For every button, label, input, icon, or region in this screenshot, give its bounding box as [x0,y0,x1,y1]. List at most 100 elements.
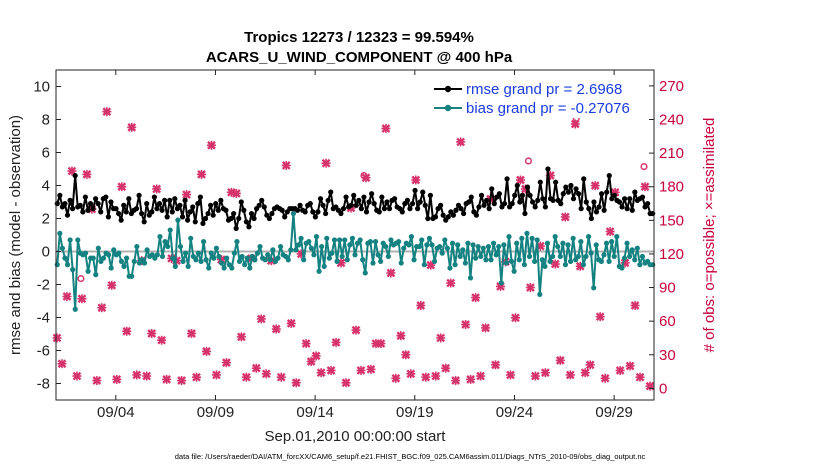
rmse-point [136,192,142,198]
obs-assimilated-point [122,326,132,336]
rmse-point [269,210,275,217]
rmse-point [261,204,267,210]
rmse-point [353,202,359,208]
bias-point [567,258,574,264]
bias-point [162,239,168,245]
rmse-point [213,201,219,207]
rmse-point [381,206,387,212]
rmse-point [512,192,518,198]
rmse-point [509,201,515,207]
bias-point [154,252,160,258]
bias-point [144,247,150,253]
rmse-point [328,189,334,195]
rmse-point [524,184,531,190]
rmse-point [231,210,237,217]
bias-point [542,263,548,269]
rmse-point [427,192,433,198]
obs-assimilated-point [291,378,301,388]
y2-tick-label: 150 [659,212,684,229]
rmse-point [233,225,239,231]
bias-point [252,257,258,263]
rmse-point [514,182,520,189]
rmse-point [596,204,602,210]
obs-layer [52,107,655,391]
bias-point [216,253,222,260]
rmse-point [282,214,288,220]
bias-point [437,243,443,250]
rmse-point [629,207,635,213]
x-tick-label: 09/04 [97,404,135,421]
bias-point [54,262,60,268]
bias-point [93,272,99,278]
bias-point [601,252,607,258]
rmse-point [208,202,214,208]
rmse-point [542,204,548,210]
legend-marker-bias [444,104,452,112]
obs-assimilated-point [605,227,615,237]
bias-point [621,255,628,261]
bias-point [344,257,350,263]
bias-point [588,250,594,256]
obs-assimilated-point [341,378,351,388]
rmse-point [417,199,423,205]
rmse-point [241,207,247,213]
obs-assimilated-point [261,369,271,379]
rmse-point [202,215,209,222]
bias-point [421,262,427,268]
chart-title-line-2: ACARS_U_WIND_COMPONENT @ 400 hPa [206,49,513,66]
y-axis-left: -8 -6 -4 -2 0 2 4 6 8 10 [33,79,61,393]
rmse-point [169,209,175,215]
y-tick-label: 10 [33,79,50,96]
rmse-point [384,199,390,205]
bias-point [629,247,635,253]
bias-point [431,258,438,264]
obs-assimilated-point [555,355,565,365]
bias-point [632,257,638,263]
rmse-point [54,201,60,207]
rmse-point [243,219,249,225]
rmse-point [616,199,623,205]
bias-point [398,260,404,266]
bias-point [537,291,543,297]
rmse-point [376,209,382,215]
bias-point [306,239,312,245]
rmse-point [611,192,617,198]
bias-point [185,263,191,269]
rmse-point [159,207,165,213]
rmse-point [563,184,569,190]
obs-assimilated-point [117,182,127,192]
rmse-point [504,176,510,182]
bias-point [439,250,445,256]
obs-assimilated-point [615,365,625,375]
rmse-point [407,206,413,212]
bias-point [555,243,561,250]
bias-point [508,258,515,264]
rmse-point [356,197,362,203]
bias-point [570,235,576,241]
bias-point [480,245,486,251]
bias-point [411,257,417,263]
bias-point [267,257,273,263]
rmse-point [297,202,303,208]
obs-assimilated-point [550,259,560,269]
x-axis: 09/04 09/09 09/14 09/19 09/24 09/29 [97,70,633,421]
bias-point [157,234,163,240]
x-axis-label: Sep.01,2010 00:00:00 start [265,428,447,445]
bias-point [627,253,633,260]
rmse-point [228,215,234,222]
rmse-point [440,212,446,218]
bias-point [488,257,494,263]
obs-assimilated-point [301,339,311,349]
obs-assimilated-point [221,358,231,368]
bias-point [170,255,176,261]
rmse-point [519,192,525,198]
obs-possible-point [640,163,648,171]
rmse-point [149,209,155,215]
rmse-point [622,196,628,202]
y2-axis-label: # of obs: o=possible; ×=assimilated [701,118,718,353]
rmse-point [236,215,242,222]
rmse-point [266,215,272,222]
rmse-point [126,196,132,202]
bias-point [118,258,125,264]
rmse-point [568,182,574,189]
